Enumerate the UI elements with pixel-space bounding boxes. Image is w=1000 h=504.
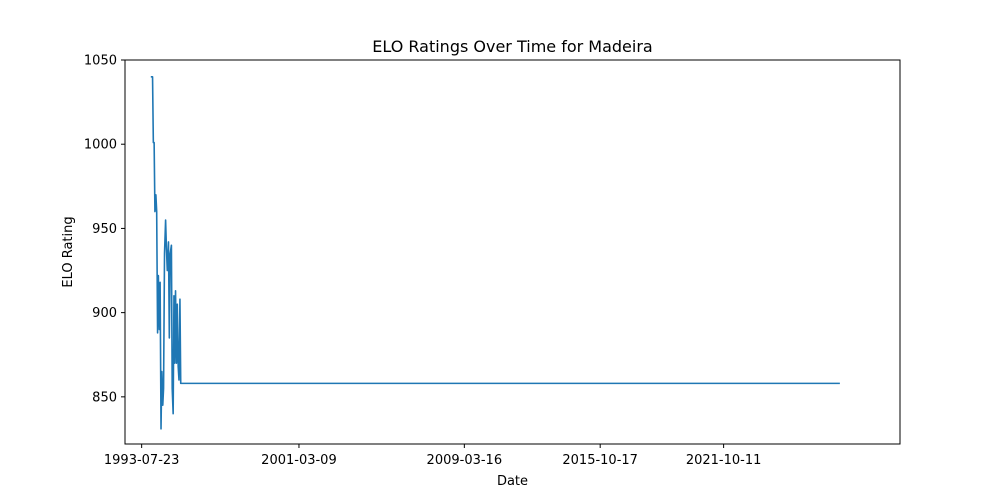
x-tick-label: 2015-10-17 [562,453,638,468]
y-tick-label: 850 [92,390,117,405]
chart-title: ELO Ratings Over Time for Madeira [372,37,652,56]
x-axis-label: Date [497,474,528,489]
x-tick-label: 1993-07-23 [104,453,180,468]
y-tick-label: 1000 [84,138,117,153]
y-axis: 850 900 950 1000 1050 [84,54,125,405]
x-axis: 1993-07-23 2001-03-09 2009-03-16 2015-10-17… [104,444,762,468]
elo-series-line [150,76,840,430]
y-tick-label: 950 [92,222,117,237]
y-tick-label: 900 [92,306,117,321]
series-layer [150,76,840,430]
x-tick-label: 2001-03-09 [261,453,337,468]
x-tick-label: 2009-03-16 [427,453,503,468]
x-tick-label: 2021-10-11 [686,453,762,468]
y-axis-label: ELO Rating [61,216,76,287]
plot-area-frame [124,59,901,445]
y-tick-label: 1050 [84,54,117,69]
